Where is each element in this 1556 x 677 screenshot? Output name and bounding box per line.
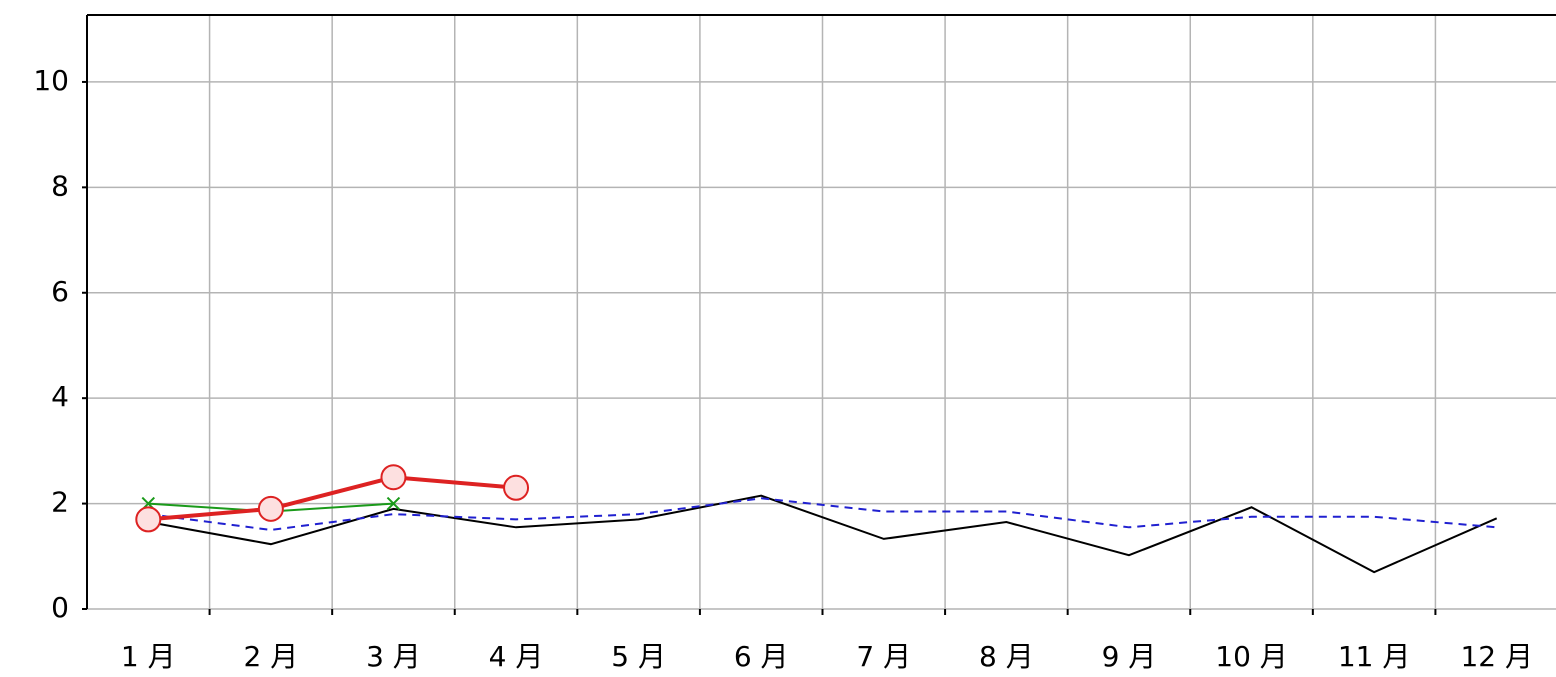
point (380, 464, 407, 491)
x-tick-label: 1 月 (121, 640, 176, 673)
x-tick-label: 11 月 (1338, 640, 1411, 673)
x-tick-label: 4 月 (489, 640, 544, 673)
point (135, 506, 162, 533)
series-line (148, 497, 1497, 531)
y-tick-label: 8 (51, 169, 69, 202)
point (257, 495, 284, 522)
x-tick-label: 5 月 (611, 640, 666, 673)
y-tick-label: 10 (33, 64, 69, 97)
y-tick-label: 4 (51, 380, 69, 413)
x-tick-label: 8 月 (979, 640, 1034, 673)
x-tick-label: 2 月 (244, 640, 299, 673)
y-tick-label: 2 (51, 486, 69, 519)
series-line (148, 475, 517, 522)
series-line (148, 494, 1498, 574)
x-tick-label: 7 月 (856, 640, 911, 673)
x-tick-label: 6 月 (734, 640, 789, 673)
x-tick-label: 3 月 (366, 640, 421, 673)
point (386, 496, 401, 511)
y-tick-label: 0 (51, 591, 69, 624)
y-tick-label: 6 (51, 275, 69, 308)
x-tick-label: 9 月 (1102, 640, 1157, 673)
point (503, 474, 530, 501)
x-tick-label: 10 月 (1215, 640, 1288, 673)
x-tick-label: 12 月 (1460, 640, 1533, 673)
